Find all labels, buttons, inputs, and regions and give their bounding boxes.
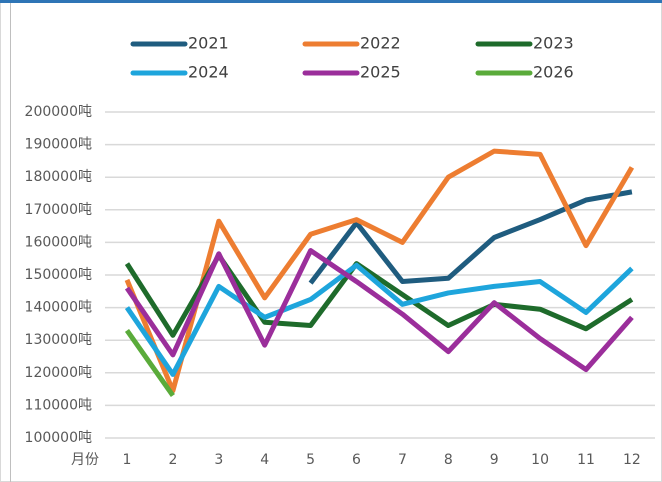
x-tick-label: 11 [577,452,595,468]
y-tick-label: 130000吨 [25,332,92,348]
legend-label: 2022 [360,34,401,53]
x-tick-label: 12 [623,452,641,468]
y-tick-label: 140000吨 [25,300,92,316]
y-tick-label: 110000吨 [25,397,92,413]
series-line [124,262,634,377]
y-tick-label: 160000吨 [25,234,92,250]
y-tick-label: 100000吨 [25,430,92,446]
y-tick-label: 180000吨 [25,169,92,185]
legend-label: 2024 [188,63,229,82]
legend: 2021 2022 2023 2024 2025 2026 [130,34,574,82]
x-tick-label: 6 [352,452,361,468]
x-tick-label: 5 [306,452,315,468]
y-tick-label: 200000吨 [25,104,92,120]
y-tick-label: 150000吨 [25,267,92,283]
legend-label: 2025 [360,63,401,82]
series-line [124,248,634,373]
series-line [308,189,633,285]
y-tick-label: 120000吨 [25,365,92,381]
legend-label: 2023 [533,34,574,53]
legend-label: 2021 [188,34,229,53]
x-tick-label: 1 [123,452,132,468]
series-line [124,328,175,398]
legend-label: 2026 [533,63,574,82]
series-line [124,148,635,394]
y-tick-label: 190000吨 [25,137,92,153]
x-tick-label: 3 [214,452,223,468]
y-tick-label: 170000吨 [25,202,92,218]
x-axis-title: 月份 [71,452,99,468]
x-tick-label: 10 [531,452,549,468]
x-tick-label: 4 [260,452,269,468]
x-tick-label: 8 [444,452,453,468]
x-tick-label: 7 [398,452,407,468]
x-tick-label: 9 [490,452,499,468]
x-tick-label: 2 [168,452,177,468]
